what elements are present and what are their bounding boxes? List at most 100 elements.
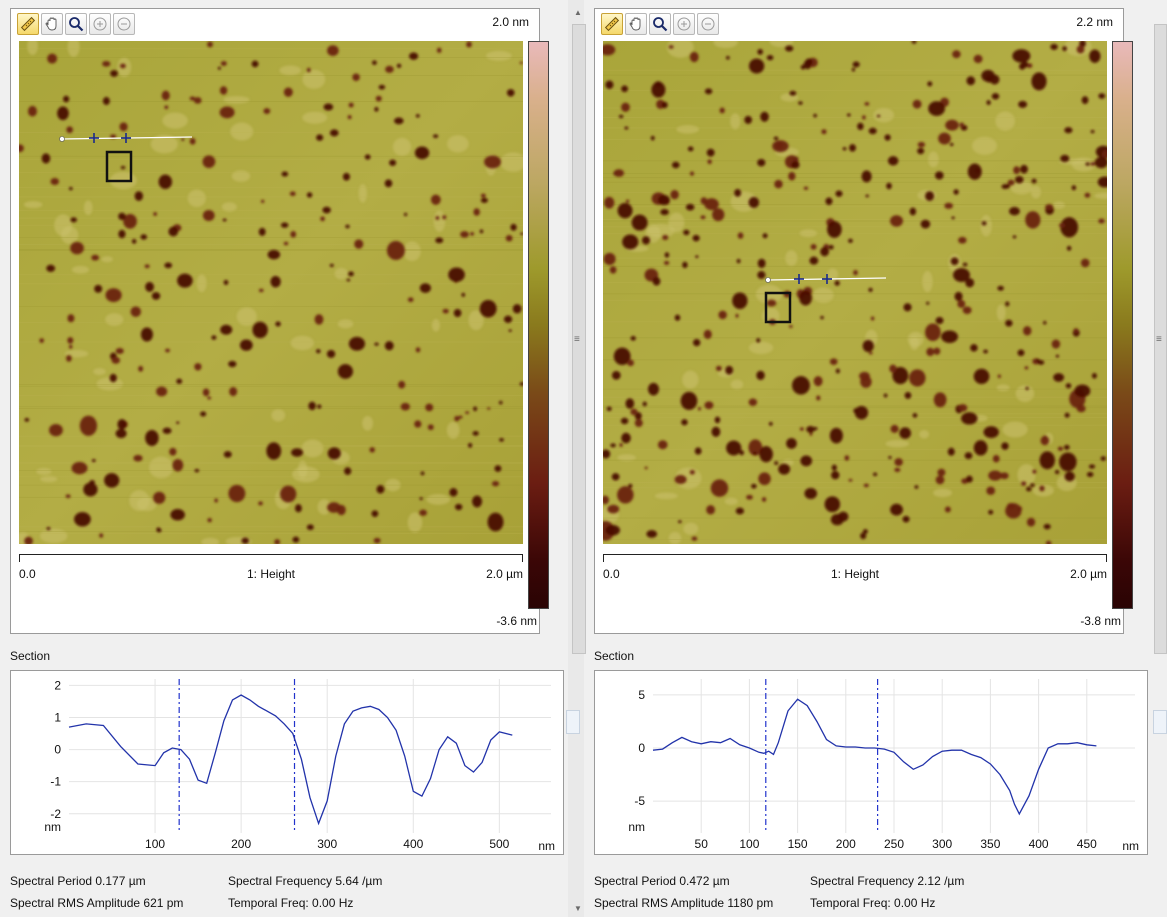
surface-background: [603, 41, 1107, 544]
surface-highlights: [19, 41, 523, 544]
x-tick-label: 500: [489, 837, 509, 851]
x-tick-label: 350: [980, 837, 1000, 851]
colorbar-max-label: 2.2 nm: [1076, 15, 1113, 29]
scale-bar: [603, 554, 1107, 562]
hand-icon: [44, 16, 60, 32]
y-tick-label: 2: [54, 678, 61, 692]
height-image[interactable]: [603, 41, 1107, 544]
magnifier-icon: [68, 16, 84, 32]
x-axis-unit: nm: [1122, 839, 1139, 853]
scale-start-label: 0.0: [603, 567, 620, 581]
section-handle: [59, 136, 65, 142]
zoom-out-icon: [700, 16, 716, 32]
hand-icon: [628, 16, 644, 32]
spectral-frequency: Spectral Frequency 5.64 /µm: [228, 874, 383, 888]
spectral-rms-amplitude: Spectral RMS Amplitude 1180 pm: [594, 896, 774, 910]
zoom-button[interactable]: [649, 13, 671, 35]
spectral-period: Spectral Period 0.177 µm: [10, 874, 146, 888]
section-plot: 50 100 150 200 250 300 350 400 450 5 0 -5 nm nm: [594, 670, 1148, 855]
zoom-in-icon: [676, 16, 692, 32]
image-view: 2.2 nm -3.8 nm 0.0 1: Height 2.0 µm: [594, 8, 1133, 634]
x-tick-label: 300: [932, 837, 952, 851]
x-tick-label: 200: [231, 837, 251, 851]
scale-start-label: 0.0: [19, 567, 36, 581]
zoom-in-button[interactable]: [673, 13, 695, 35]
spectral-rms-amplitude: Spectral RMS Amplitude 621 pm: [10, 896, 184, 910]
section-overlay: [764, 274, 887, 324]
scroll-down-arrow-icon[interactable]: ▼: [574, 904, 582, 913]
section-label: Section: [10, 649, 51, 663]
spectral-frequency: Spectral Frequency 2.12 /µm: [810, 874, 965, 888]
scan-lines: [603, 69, 1107, 540]
surface-highlights: [603, 41, 1107, 544]
zoom-in-icon: [92, 16, 108, 32]
y-tick-label: 0: [638, 741, 645, 755]
y-axis-unit: nm: [44, 820, 61, 834]
scale-bar: [19, 554, 523, 562]
ruler-icon: [604, 16, 620, 32]
scan-lines: [19, 48, 523, 534]
colorbar-min-label: -3.6 nm: [496, 614, 537, 628]
x-tick-label: 300: [317, 837, 337, 851]
x-tick-label: 100: [145, 837, 165, 851]
y-tick-label: 0: [54, 743, 61, 757]
x-tick-label: 450: [1077, 837, 1097, 851]
x-tick-label: 100: [739, 837, 759, 851]
channel-label: 1: Height: [830, 567, 880, 581]
ruler-icon: [20, 16, 36, 32]
x-tick-label: 150: [788, 837, 808, 851]
colorbar-max-label: 2.0 nm: [492, 15, 529, 29]
zoom-button[interactable]: [65, 13, 87, 35]
grip-icon[interactable]: ≡: [1156, 334, 1162, 345]
y-tick-label: -5: [634, 794, 645, 808]
x-tick-label: 250: [884, 837, 904, 851]
image-view: 2.0 nm -3.6 nm 0.0 1: Height 2.0 µm: [10, 8, 549, 634]
analysis-panel-right: 2.2 nm -3.8 nm 0.0 1: Height 2.0 µm Sect…: [584, 0, 1154, 917]
zoom-in-button[interactable]: [89, 13, 111, 35]
scale-end-label: 2.0 µm: [1070, 567, 1107, 581]
measure-button[interactable]: [17, 13, 39, 35]
grip-icon[interactable]: ≡: [574, 334, 580, 345]
section-overlay: [59, 133, 193, 183]
left-scrollbar[interactable]: [572, 24, 586, 654]
splitter-handle[interactable]: [1153, 710, 1167, 734]
height-colorbar: [528, 41, 549, 609]
x-tick-label: 200: [836, 837, 856, 851]
section-label: Section: [594, 649, 635, 663]
x-axis-unit: nm: [538, 839, 555, 853]
scale-end-label: 2.0 µm: [486, 567, 523, 581]
pan-button[interactable]: [41, 13, 63, 35]
selection-box: [105, 150, 133, 183]
pan-button[interactable]: [625, 13, 647, 35]
image-toolbar: [601, 13, 719, 37]
splitter-handle[interactable]: [566, 710, 580, 734]
spectral-period: Spectral Period 0.472 µm: [594, 874, 730, 888]
x-tick-label: 50: [695, 837, 709, 851]
surface-pits: [19, 41, 523, 544]
zoom-out-button[interactable]: [113, 13, 135, 35]
y-axis-unit: nm: [628, 820, 645, 834]
height-colorbar: [1112, 41, 1133, 609]
section-handle: [765, 277, 771, 283]
scroll-up-arrow-icon[interactable]: ▲: [574, 8, 582, 17]
magnifier-icon: [652, 16, 668, 32]
zoom-out-icon: [116, 16, 132, 32]
measure-button[interactable]: [601, 13, 623, 35]
channel-label: 1: Height: [246, 567, 296, 581]
y-tick-label: 1: [54, 711, 61, 725]
height-image[interactable]: [19, 41, 523, 544]
section-profile-line: [652, 698, 1097, 816]
y-tick-label: 5: [638, 688, 645, 702]
zoom-out-button[interactable]: [697, 13, 719, 35]
surface-background: [19, 41, 523, 544]
temporal-freq: Temporal Freq: 0.00 Hz: [228, 896, 354, 910]
y-tick-label: -1: [50, 775, 61, 789]
surface-pits: [603, 41, 1107, 544]
selection-box: [764, 291, 792, 324]
y-tick-label: -2: [50, 807, 61, 821]
x-tick-label: 400: [1029, 837, 1049, 851]
section-profile-line: [68, 694, 513, 826]
colorbar-min-label: -3.8 nm: [1080, 614, 1121, 628]
